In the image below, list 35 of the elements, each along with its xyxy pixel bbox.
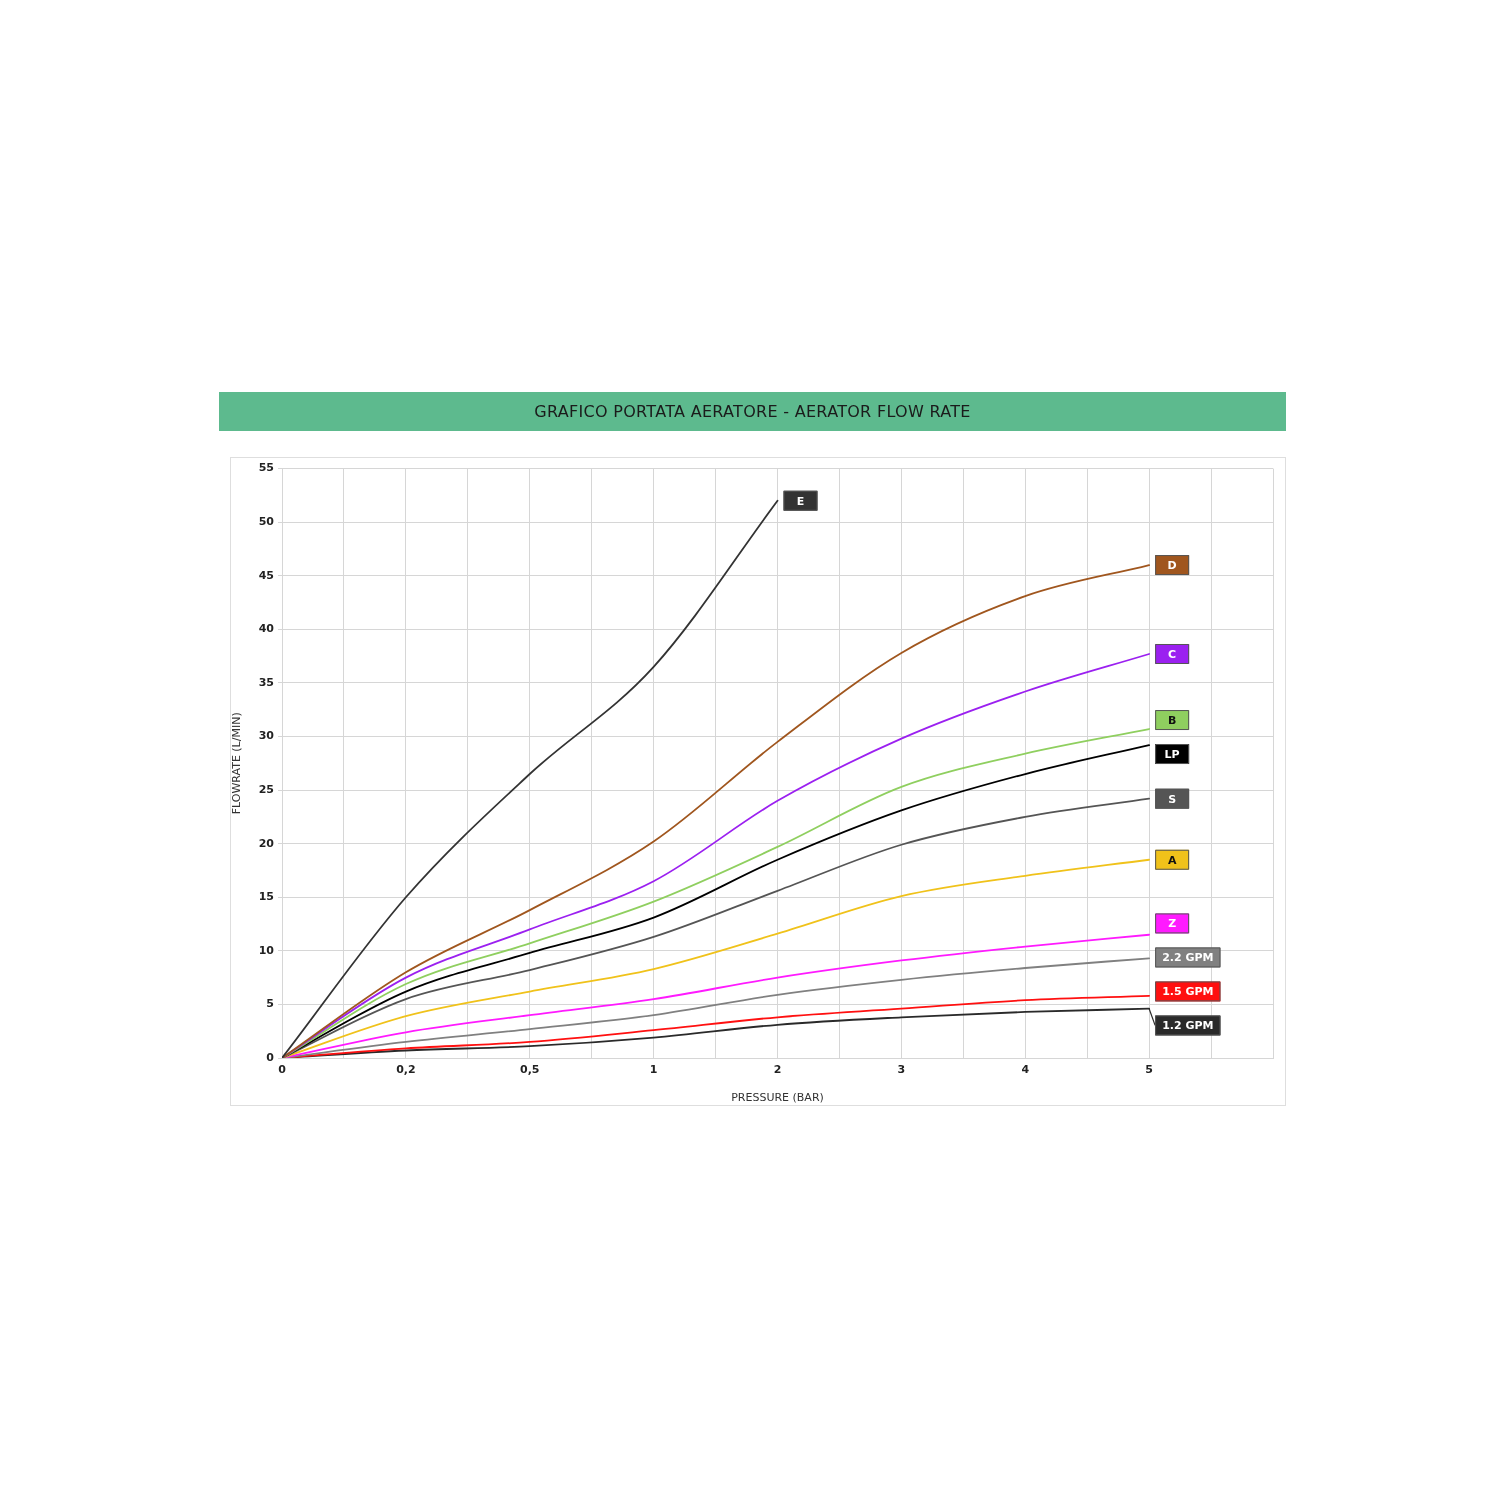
x-tick-label: 0,2 (396, 1063, 416, 1077)
y-tick-label: 50 (258, 515, 275, 529)
x-tick-label: 0 (278, 1063, 287, 1077)
series-label: 1.5 GPM (1162, 985, 1214, 999)
series-label: A (1167, 853, 1177, 867)
y-axis-title: FLOWRATE (L/MIN) (230, 712, 244, 815)
y-tick-label: 25 (258, 782, 274, 796)
series-label: E (796, 494, 805, 508)
y-tick-label: 40 (258, 622, 275, 636)
series-label: Z (1168, 917, 1177, 931)
x-tick-label: 3 (897, 1063, 906, 1077)
x-tick-label: 1 (649, 1063, 658, 1077)
series-label: S (1168, 792, 1177, 806)
series-label: 2.2 GPM (1162, 951, 1214, 965)
series-label: LP (1164, 747, 1180, 761)
y-tick-label: 10 (258, 943, 275, 957)
series-label: B (1167, 713, 1177, 727)
y-tick-label: 45 (258, 568, 274, 582)
y-tick-label: 30 (258, 729, 275, 743)
series-label: D (1167, 558, 1177, 572)
x-axis-title: PRESSURE (BAR) (731, 1091, 824, 1105)
x-tick-label: 4 (1021, 1063, 1030, 1077)
x-tick-label: 2 (773, 1063, 782, 1077)
series-label: 1.2 GPM (1162, 1019, 1214, 1033)
y-tick-label: 20 (258, 836, 275, 850)
y-tick-label: 5 (266, 997, 274, 1011)
y-tick-label: 0 (266, 1050, 275, 1064)
chart-title: GRAFICO PORTATA AERATORE - AERATOR FLOW RATE (219, 392, 1286, 431)
x-tick-label: 5 (1145, 1063, 1153, 1077)
y-tick-label: 55 (258, 461, 274, 475)
x-tick-label: 0,5 (520, 1063, 540, 1077)
line-series (282, 499, 779, 1058)
series-label: C (1168, 647, 1177, 661)
y-tick-label: 35 (258, 675, 274, 689)
y-tick-label: 15 (258, 890, 274, 904)
